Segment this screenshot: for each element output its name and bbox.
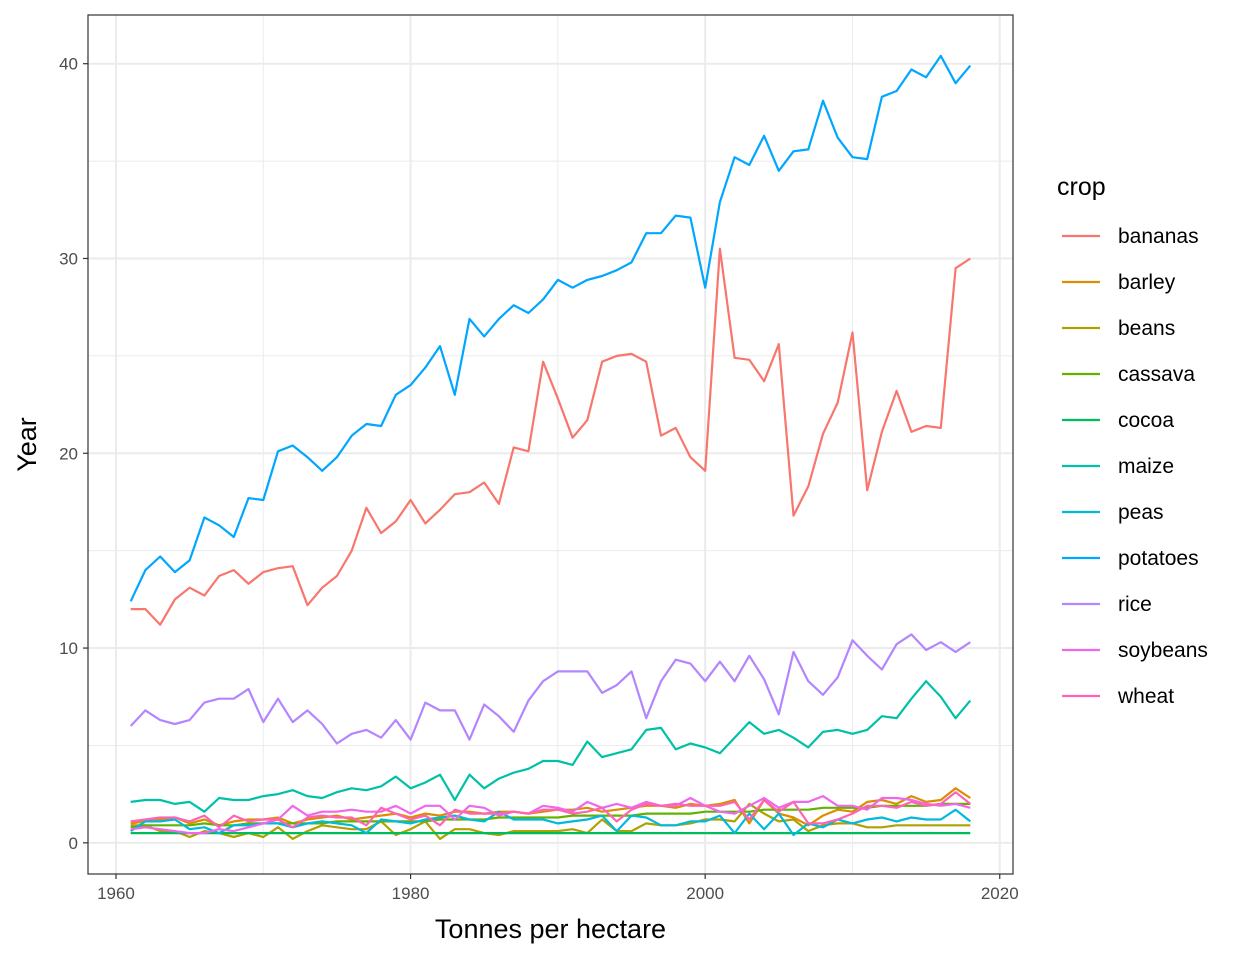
series-line-potatoes (129, 54, 972, 602)
legend-label: bananas (1118, 225, 1199, 248)
y-axis: 0 10 20 30 40 (59, 55, 88, 853)
legend-label: rice (1118, 593, 1152, 616)
legend-label: barley (1118, 271, 1176, 294)
series-line-soybeans (130, 794, 971, 835)
legend-item-soybeans: soybeans (1062, 639, 1208, 662)
series-lines (129, 54, 972, 841)
legend-item-cassava: cassava (1062, 363, 1195, 386)
legend-item-barley: barley (1062, 271, 1176, 294)
legend-label: maize (1118, 455, 1174, 478)
legend: crop bananas barley beans cassava cocoa maize… (1057, 173, 1208, 708)
y-tick-label: 0 (69, 834, 78, 853)
legend-label: beans (1118, 317, 1175, 340)
legend-label: soybeans (1118, 639, 1208, 662)
y-tick-label: 20 (59, 444, 78, 463)
series-line-wheat (130, 791, 971, 829)
y-axis-title: Year (12, 417, 42, 472)
legend-label: cocoa (1118, 409, 1174, 432)
x-axis: 1960 1980 2000 2020 (97, 874, 1019, 903)
series-line-maize (130, 680, 972, 813)
y-tick-label: 40 (59, 55, 78, 74)
series-line-bananas (130, 247, 971, 626)
y-tick-label: 30 (59, 249, 78, 268)
x-tick-label: 1980 (392, 884, 430, 903)
legend-item-rice: rice (1062, 593, 1152, 616)
legend-item-wheat: wheat (1062, 685, 1174, 708)
x-tick-label: 1960 (97, 884, 135, 903)
x-tick-label: 2020 (981, 884, 1019, 903)
legend-label: wheat (1117, 685, 1174, 708)
legend-item-beans: beans (1062, 317, 1175, 340)
legend-item-cocoa: cocoa (1062, 409, 1174, 432)
x-axis-title: Tonnes per hectare (435, 914, 666, 944)
series-line-peas (130, 808, 971, 837)
y-tick-label: 10 (59, 639, 78, 658)
legend-label: cassava (1118, 363, 1195, 386)
plot-panel-border (87, 14, 1014, 875)
legend-item-potatoes: potatoes (1062, 547, 1199, 570)
legend-label: peas (1118, 501, 1164, 524)
legend-label: potatoes (1118, 547, 1199, 570)
major-gridlines (88, 15, 1013, 874)
legend-item-peas: peas (1062, 501, 1164, 524)
legend-item-maize: maize (1062, 455, 1174, 478)
x-tick-label: 2000 (686, 884, 724, 903)
legend-item-bananas: bananas (1062, 225, 1199, 248)
legend-title: crop (1057, 173, 1106, 201)
series-line-rice (129, 633, 971, 745)
